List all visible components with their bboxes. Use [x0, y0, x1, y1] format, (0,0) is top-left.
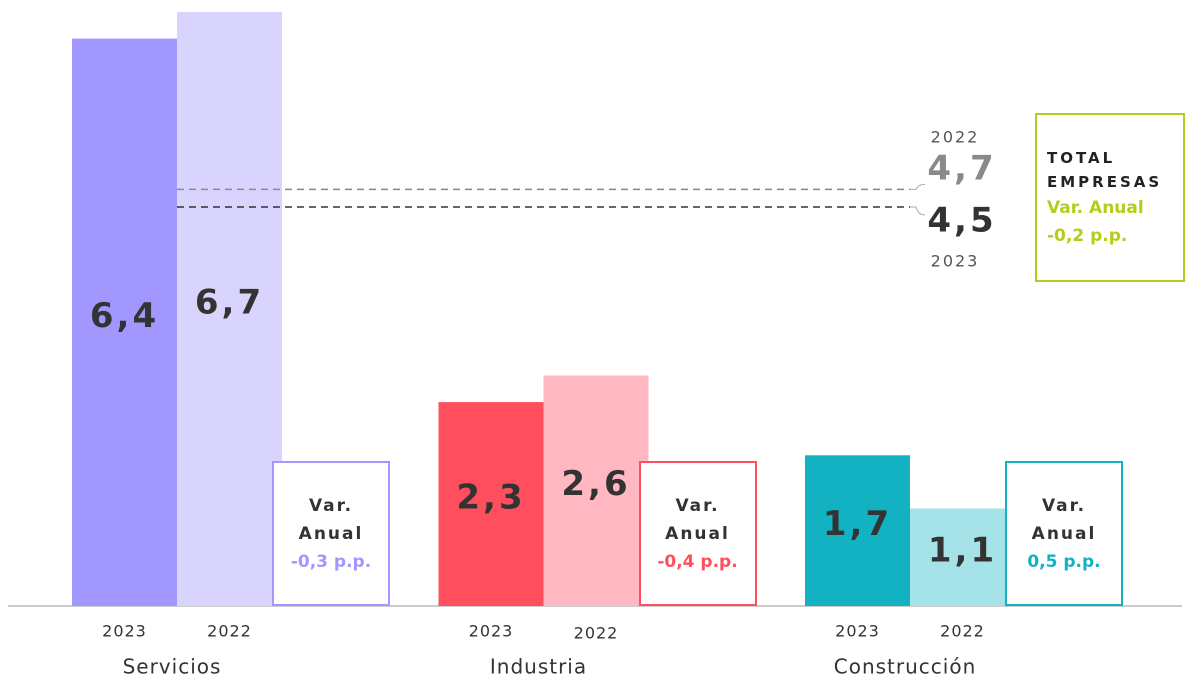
bracket	[910, 183, 926, 190]
bar	[177, 12, 282, 606]
variation-box: Var. Anual -0,4 p.p.	[638, 461, 757, 606]
bar	[72, 38, 177, 606]
reference-year: 2023	[931, 252, 980, 271]
total-variation-label: Var. Anual	[1047, 197, 1144, 218]
reference-value: 4,5	[927, 201, 996, 241]
reference-year: 2022	[931, 128, 980, 147]
year-label: 2023	[469, 622, 514, 641]
value-label: 2,3	[456, 478, 525, 518]
variation-value: -0,4 p.p.	[657, 551, 738, 572]
category-label: Industria	[490, 655, 587, 679]
bracket	[910, 206, 926, 216]
year-label: 2023	[102, 622, 147, 641]
total-box: TOTAL EMPRESAS Var. Anual -0,2 p.p.	[1035, 113, 1185, 282]
value-label: 2,6	[561, 464, 630, 504]
bar	[910, 508, 1015, 606]
value-label: 1,7	[823, 504, 892, 544]
variation-label: Var. Anual	[665, 495, 730, 544]
variation-label: Var. Anual	[298, 495, 364, 544]
total-title: TOTAL EMPRESAS	[1047, 148, 1163, 191]
variation-box: Var. Anual -0,3 p.p.	[272, 461, 390, 606]
bar	[805, 455, 910, 606]
year-label: 2022	[207, 622, 252, 641]
reference-value: 4,7	[927, 149, 996, 189]
variation-value: 0,5 p.p.	[1027, 551, 1101, 572]
bar	[543, 375, 649, 606]
year-label: 2022	[940, 622, 985, 641]
variation-box: Var. Anual 0,5 p.p.	[1005, 461, 1123, 606]
value-label: 6,4	[90, 296, 159, 336]
value-label: 1,1	[928, 531, 997, 571]
bar	[438, 402, 544, 606]
category-label: Servicios	[123, 655, 222, 679]
variation-label: Var. Anual	[1031, 495, 1097, 544]
year-label: 2023	[835, 622, 880, 641]
year-label: 2022	[574, 624, 619, 643]
variation-value: -0,3 p.p.	[290, 551, 372, 572]
value-label: 6,7	[195, 283, 264, 323]
total-variation: -0,2 p.p.	[1047, 225, 1128, 246]
category-label: Construcción	[834, 655, 977, 679]
